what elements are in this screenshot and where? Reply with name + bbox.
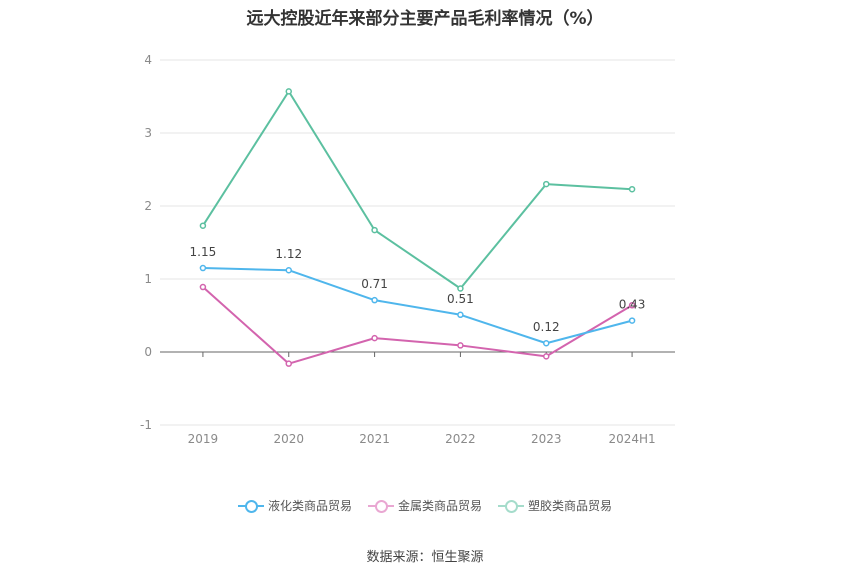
data-point [371, 296, 378, 304]
x-tick-label: 2023 [531, 432, 562, 446]
y-tick-label: 3 [144, 126, 152, 140]
legend-swatch-metal [367, 499, 394, 513]
data-label: 0.71 [361, 277, 388, 291]
data-point [628, 185, 636, 193]
legend-label-plastic: 塑胶类商品贸易 [528, 499, 613, 513]
data-point [457, 342, 464, 349]
data-point [199, 283, 207, 291]
data-source: 数据来源：恒生聚源 [366, 550, 484, 565]
data-point [285, 88, 292, 95]
legend-label-metal: 金属类商品贸易 [397, 499, 482, 513]
series-line [202, 90, 633, 290]
data-point [457, 285, 464, 292]
legend-item-metal[interactable]: 金属类商品贸易 [367, 497, 482, 514]
legend-item-liquid[interactable]: 液化类商品贸易 [237, 497, 352, 514]
series-line [202, 286, 633, 365]
y-tick-label: -1 [140, 418, 152, 432]
data-point [199, 264, 207, 272]
y-tick-label: 0 [144, 345, 152, 359]
x-tick-label: 2020 [273, 432, 304, 446]
data-point [543, 353, 550, 360]
data-point [285, 266, 292, 274]
data-point [543, 180, 550, 188]
chart-legend: 液化类商品贸易 金属类商品贸易 塑胶类商品贸易 [0, 497, 850, 514]
data-label: 1.12 [275, 247, 302, 261]
series-1 [199, 283, 636, 367]
y-tick-label: 1 [144, 272, 152, 286]
series-2 [199, 88, 636, 292]
data-label: 1.15 [190, 245, 217, 259]
data-point [628, 302, 636, 309]
series-0 [199, 264, 636, 347]
legend-swatch-liquid [237, 499, 264, 513]
y-tick-label: 2 [144, 199, 152, 213]
legend-swatch-plastic [498, 499, 524, 513]
data-point [371, 334, 378, 342]
x-tick-label: 2019 [188, 432, 219, 446]
x-tick-label: 2021 [359, 432, 390, 446]
data-point [285, 360, 292, 367]
series-line [202, 267, 633, 345]
data-point [199, 222, 207, 229]
data-label: 0.12 [533, 320, 560, 334]
data-point [371, 226, 378, 234]
data-point [628, 317, 636, 324]
data-point [457, 311, 464, 319]
legend-label-liquid: 液化类商品贸易 [267, 499, 352, 513]
chart-title: 远大控股近年来部分主要产品毛利率情况（%） [246, 9, 604, 29]
x-tick-label: 2024H1 [608, 432, 655, 446]
legend-item-plastic[interactable]: 塑胶类商品贸易 [498, 497, 612, 514]
y-tick-label: 4 [144, 53, 152, 67]
data-label: 0.51 [447, 292, 474, 306]
data-label: 0.43 [619, 298, 646, 312]
data-point [543, 339, 550, 347]
x-tick-label: 2022 [445, 432, 476, 446]
